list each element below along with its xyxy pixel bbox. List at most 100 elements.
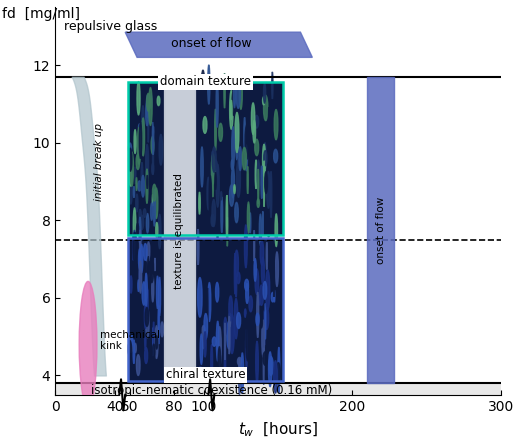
Ellipse shape	[272, 143, 276, 167]
Ellipse shape	[247, 213, 250, 248]
Ellipse shape	[145, 352, 148, 363]
Ellipse shape	[210, 335, 212, 351]
Ellipse shape	[222, 328, 225, 373]
Ellipse shape	[204, 298, 207, 330]
Ellipse shape	[247, 110, 251, 120]
Ellipse shape	[160, 169, 163, 182]
Bar	[128, 238, 164, 381]
Ellipse shape	[148, 345, 151, 369]
Ellipse shape	[212, 107, 214, 124]
Ellipse shape	[266, 78, 269, 100]
Ellipse shape	[210, 170, 213, 182]
Ellipse shape	[201, 235, 203, 253]
Text: chiral texture: chiral texture	[166, 368, 245, 381]
Ellipse shape	[240, 76, 244, 103]
Ellipse shape	[225, 71, 229, 105]
Ellipse shape	[133, 302, 135, 317]
Ellipse shape	[150, 336, 153, 368]
Ellipse shape	[160, 108, 162, 142]
Ellipse shape	[155, 367, 156, 387]
Ellipse shape	[157, 344, 159, 352]
Ellipse shape	[240, 180, 241, 218]
Ellipse shape	[246, 302, 248, 318]
Ellipse shape	[134, 368, 138, 382]
Ellipse shape	[147, 253, 150, 269]
Ellipse shape	[144, 100, 146, 112]
Ellipse shape	[219, 282, 220, 315]
Ellipse shape	[254, 190, 256, 202]
Ellipse shape	[131, 164, 134, 202]
Ellipse shape	[154, 200, 156, 222]
Ellipse shape	[140, 149, 142, 181]
Bar	[367, 77, 394, 383]
Ellipse shape	[152, 83, 153, 96]
Text: onset of flow: onset of flow	[376, 196, 386, 264]
Ellipse shape	[139, 130, 140, 165]
Ellipse shape	[141, 314, 143, 323]
Ellipse shape	[244, 236, 247, 280]
Ellipse shape	[159, 149, 161, 168]
Ellipse shape	[218, 169, 220, 196]
Ellipse shape	[202, 334, 205, 342]
Ellipse shape	[276, 349, 277, 373]
Ellipse shape	[133, 160, 135, 177]
Ellipse shape	[154, 88, 155, 124]
Ellipse shape	[223, 314, 226, 353]
Ellipse shape	[151, 70, 153, 99]
Ellipse shape	[207, 150, 208, 178]
Ellipse shape	[137, 345, 139, 364]
Ellipse shape	[234, 207, 239, 247]
Ellipse shape	[265, 225, 267, 267]
Ellipse shape	[201, 281, 203, 311]
Ellipse shape	[150, 78, 151, 101]
Text: fd  [mg/ml]: fd [mg/ml]	[2, 7, 80, 21]
Ellipse shape	[155, 95, 156, 126]
Ellipse shape	[232, 85, 235, 98]
Ellipse shape	[151, 193, 154, 227]
Ellipse shape	[136, 260, 138, 279]
Ellipse shape	[156, 176, 157, 187]
Ellipse shape	[265, 218, 268, 244]
Ellipse shape	[251, 104, 253, 140]
Ellipse shape	[200, 231, 202, 277]
Ellipse shape	[160, 317, 163, 346]
Ellipse shape	[131, 109, 132, 118]
Ellipse shape	[149, 188, 152, 214]
Ellipse shape	[262, 272, 263, 286]
Ellipse shape	[229, 274, 233, 284]
Ellipse shape	[237, 284, 239, 316]
Ellipse shape	[230, 140, 233, 179]
Ellipse shape	[235, 145, 237, 178]
Ellipse shape	[155, 143, 157, 178]
Ellipse shape	[265, 83, 269, 124]
Ellipse shape	[273, 363, 275, 380]
Ellipse shape	[232, 68, 236, 103]
Ellipse shape	[144, 233, 147, 271]
Ellipse shape	[156, 176, 160, 184]
Ellipse shape	[154, 259, 155, 277]
Ellipse shape	[145, 270, 146, 308]
Ellipse shape	[279, 242, 280, 265]
Ellipse shape	[155, 152, 158, 182]
Ellipse shape	[159, 185, 163, 220]
Ellipse shape	[134, 332, 137, 370]
Ellipse shape	[275, 112, 279, 124]
Ellipse shape	[149, 175, 151, 194]
Ellipse shape	[219, 273, 222, 317]
Ellipse shape	[279, 78, 281, 116]
Ellipse shape	[226, 289, 229, 321]
Ellipse shape	[226, 213, 227, 243]
Text: onset of flow: onset of flow	[171, 37, 252, 50]
Ellipse shape	[206, 283, 207, 324]
Ellipse shape	[219, 138, 223, 169]
Ellipse shape	[140, 355, 142, 389]
Ellipse shape	[269, 94, 272, 124]
Ellipse shape	[151, 104, 154, 140]
Ellipse shape	[150, 73, 153, 106]
Ellipse shape	[280, 260, 282, 297]
Ellipse shape	[266, 243, 268, 279]
Ellipse shape	[143, 158, 145, 168]
X-axis label: $t_w$  [hours]: $t_w$ [hours]	[238, 421, 318, 439]
Ellipse shape	[145, 248, 148, 285]
Ellipse shape	[134, 107, 135, 122]
